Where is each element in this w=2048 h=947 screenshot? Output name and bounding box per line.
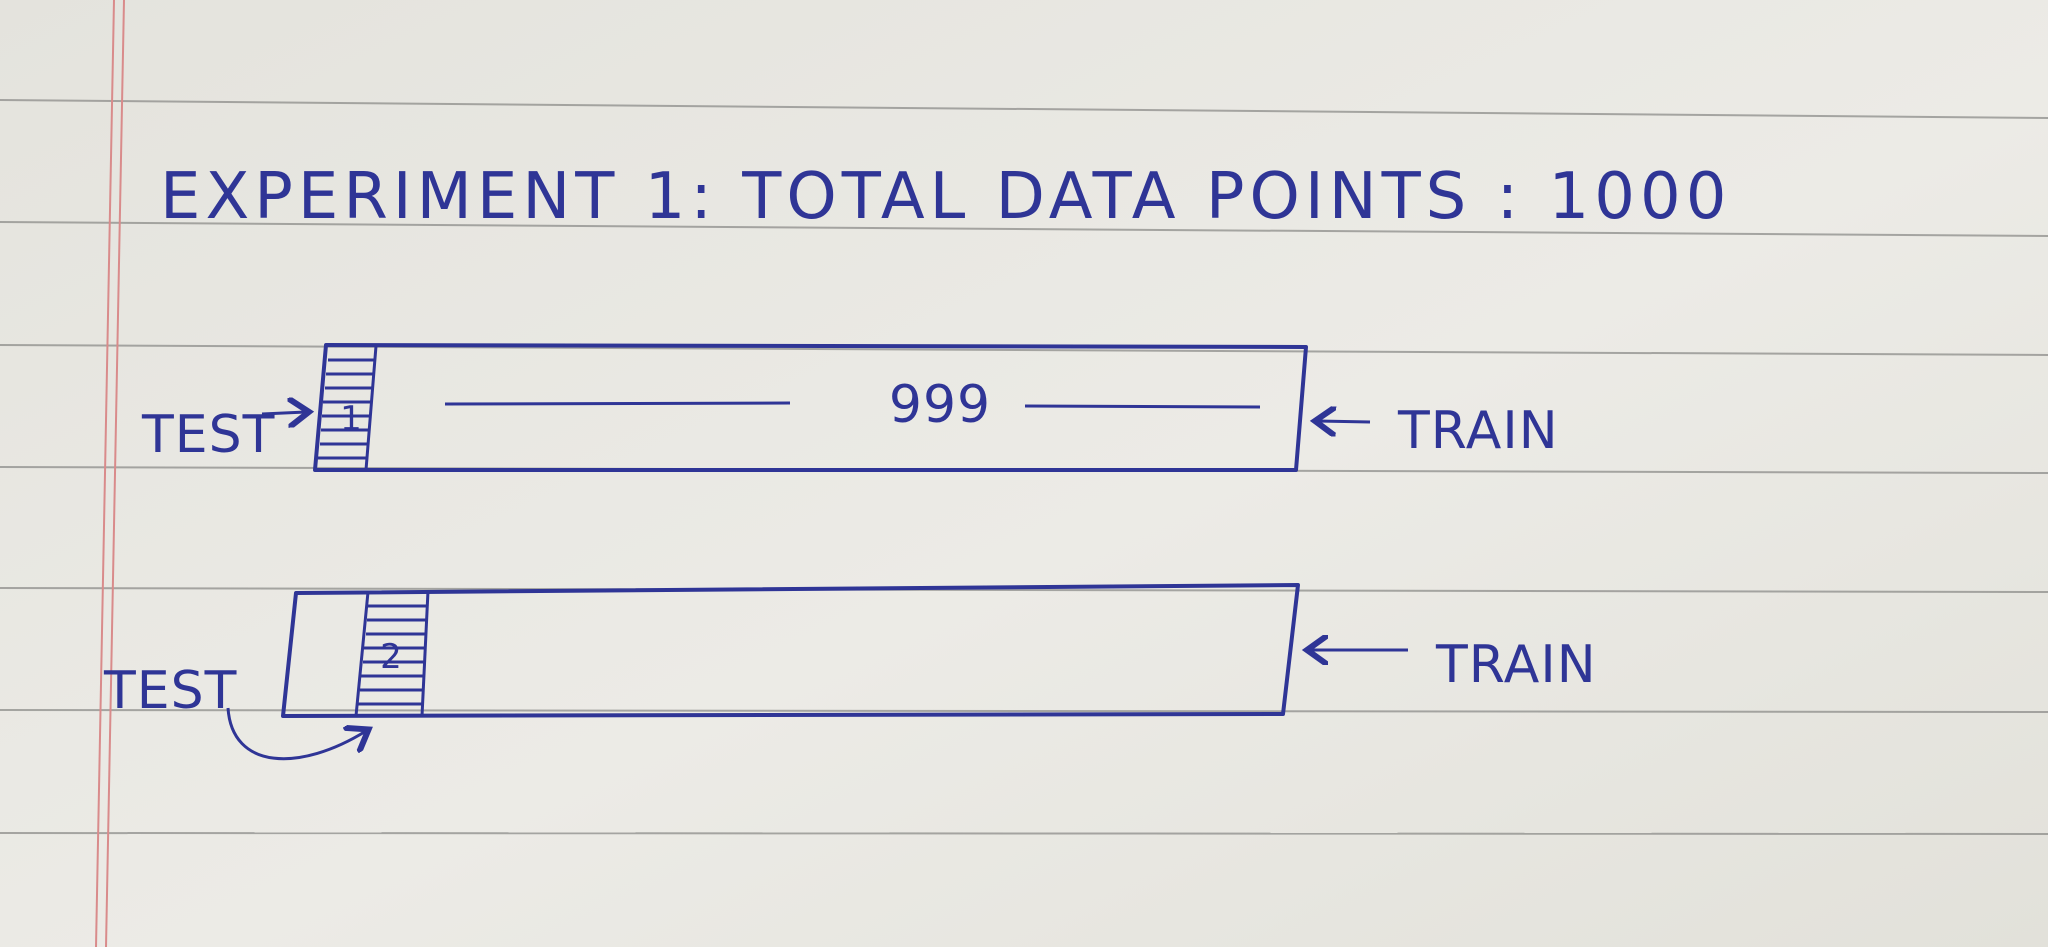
train-label-1: TRAIN [1397,401,1559,461]
test-arrow-1 [261,412,306,414]
margin-lines [95,0,125,947]
train-line-left-1 [444,401,791,406]
dataset-bar-1 [313,343,1308,472]
train-count-1: 999 [889,375,991,435]
train-label-2: TRAIN [1435,635,1597,695]
diagram-title: EXPERIMENT 1: TOTAL DATA POINTS : 1000 [160,160,1731,234]
test-arrow-2 [226,707,366,761]
test-index-2: 2 [380,637,404,677]
train-line-right-1 [1024,404,1261,409]
train-arrow-1 [1318,421,1371,422]
test-label-1: TEST [141,405,275,465]
split-row-2: 2 TEST TRAIN [103,583,1597,761]
test-segment-2 [354,590,430,717]
test-label-2: TEST [103,661,237,721]
split-row-1: 1 TEST 999 TRAIN [141,343,1559,472]
dataset-bar-2 [281,583,1300,718]
test-index-1: 1 [340,399,364,439]
test-segment-1 [318,345,378,471]
